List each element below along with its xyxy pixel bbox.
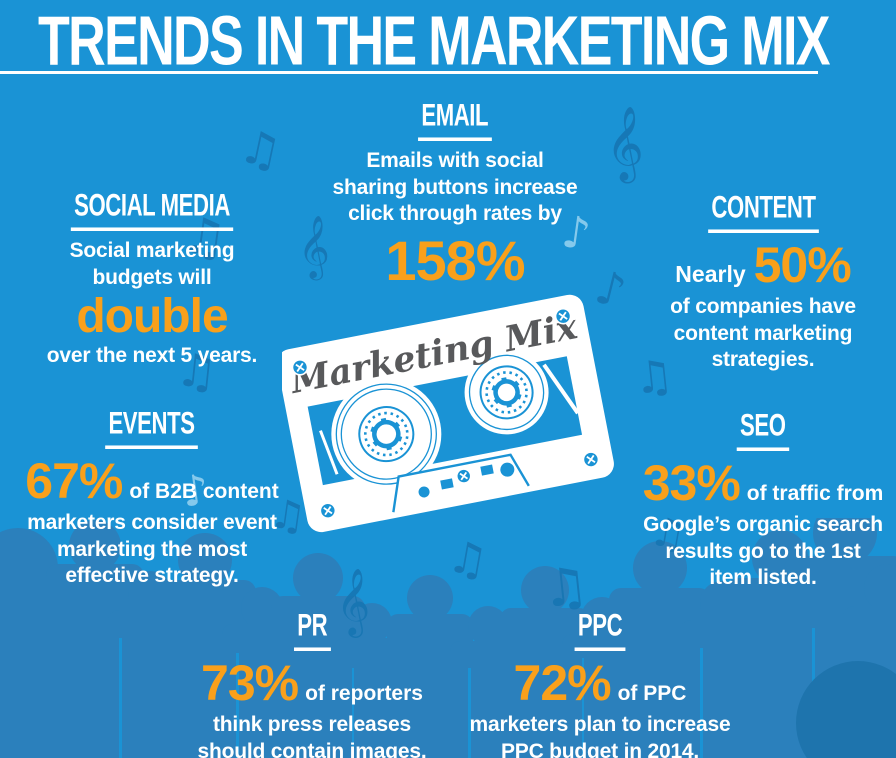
beamed-note-icon: ♫ [234,118,287,180]
section-social-media-heading: SOCIAL MEDIA [70,187,234,231]
section-content: CONTENT Nearly 50% of companies have cont… [640,189,886,374]
section-content-pre: Nearly [675,261,746,287]
section-events-heading: EVENTS [105,405,199,449]
section-ppc-stat: 72% [513,655,612,711]
section-pr: PR 73% of reporters think press releases … [185,607,439,758]
section-seo: SEO 33% of traffic from Google’s organic … [636,407,890,592]
section-events-stat: 67% [25,453,123,509]
section-email-stat: 158% [385,228,525,292]
screw-icons [291,307,600,519]
cassette-tape-illustration: Marketing Mix [282,294,614,533]
section-seo-heading: SEO [736,407,790,451]
section-social-media-text: Social marketing budgets will [69,239,235,289]
section-seo-text: Google’s organic search results go to th… [643,513,883,590]
title-divider [0,71,818,74]
section-pr-heading: PR [293,607,331,651]
section-seo-stat: 33% [642,455,741,511]
section-content-text: of companies have content marketing stra… [670,295,856,372]
section-social-media: SOCIAL MEDIA Social marketing budgets wi… [32,187,272,370]
section-ppc: PPC 72% of PPC marketers plan to increase… [468,607,732,758]
section-ppc-text: marketers plan to increase PPC budget in… [469,713,731,758]
section-ppc-heading: PPC [574,607,626,651]
section-social-media-tail: over the next 5 years. [46,344,258,368]
page-title: TRENDS IN THE MARKETING MIX [38,3,831,81]
section-email: EMAIL Emails with social sharing buttons… [328,97,582,292]
section-events: EVENTS 67% of B2B content marketers consi… [22,405,282,590]
section-events-text: marketers consider event marketing the m… [27,511,277,588]
section-content-heading: CONTENT [707,189,819,233]
section-content-stat: 50% [753,237,852,293]
section-email-text: Emails with social sharing buttons incre… [332,149,578,226]
crowd-silhouette [0,518,896,758]
treble-clef-icon: 𝄞 [606,107,644,181]
section-social-media-stat: double [76,290,228,344]
treble-clef-icon: 𝄞 [298,215,330,278]
section-pr-text: think press releases should contain imag… [197,713,427,758]
section-pr-stat: 73% [201,655,299,711]
section-email-heading: EMAIL [418,97,492,141]
treble-clef-icon: 𝄞 [336,567,371,635]
